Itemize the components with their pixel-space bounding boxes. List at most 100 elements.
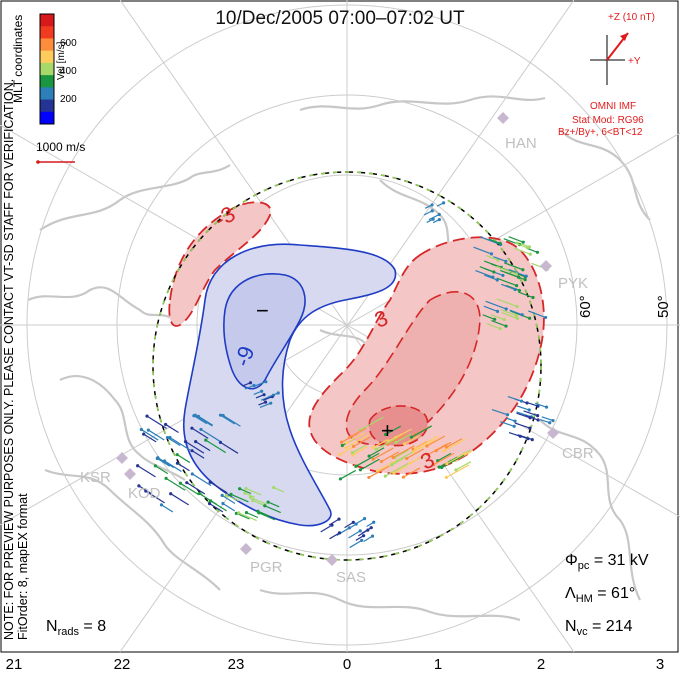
velocity-vector: [339, 446, 353, 455]
vector-count: Nvc = 214: [565, 618, 633, 639]
velocity-vector: [516, 411, 532, 418]
colorbar-segment: [40, 111, 54, 125]
velocity-vector: [180, 482, 200, 496]
velocity-vector: [385, 425, 402, 436]
velocity-vector-origin: [493, 317, 497, 321]
velocity-vector-origin: [525, 246, 530, 250]
velocity-vector-origin: [199, 427, 203, 432]
velocity-vector: [385, 463, 409, 477]
velocity-vector-origin: [551, 418, 555, 423]
imf-by-label: +Y: [628, 56, 641, 67]
velocity-vector: [415, 435, 439, 450]
velocity-vector: [156, 457, 171, 467]
velocity-vector-origin: [523, 278, 527, 282]
lat-label-50: 50°: [655, 295, 672, 318]
velocity-vector-origin: [536, 418, 540, 422]
velocity-vector-origin: [221, 413, 225, 418]
velocity-vector-origin: [229, 492, 233, 496]
velocity-vector: [244, 384, 255, 390]
velocity-vector: [143, 433, 157, 443]
velocity-vector: [479, 266, 495, 273]
velocity-vector: [496, 265, 517, 275]
velocity-vector-origin: [244, 486, 248, 491]
velocity-vector: [534, 402, 547, 408]
velocity-vector-origin: [351, 520, 355, 524]
colorbar-segment: [40, 75, 54, 88]
velocity-vector-origin: [155, 456, 159, 461]
station-label-ksr: KSR: [80, 469, 111, 486]
imf-source: OMNI IMF: [590, 101, 637, 112]
station-marker-pgr: [240, 543, 252, 555]
velocity-vector: [267, 501, 280, 508]
velocity-vector: [503, 262, 524, 271]
velocity-vector: [198, 492, 218, 505]
velocity-vector-origin: [162, 459, 167, 463]
velocity-vector: [518, 291, 534, 299]
velocity-vector: [361, 527, 372, 534]
velocity-vector: [340, 469, 357, 480]
velocity-vector: [368, 465, 390, 478]
station-labels: HAN PYK CBR KSR KOD PGR SAS: [80, 135, 594, 586]
velocity-vector: [438, 456, 458, 468]
velocity-vector: [441, 454, 465, 469]
station-marker-sas: [326, 554, 338, 566]
velocity-vector-origin: [517, 288, 522, 293]
legend-tick-400: 400: [60, 66, 77, 77]
velocity-vector-origin: [208, 480, 212, 484]
velocity-vector-origin: [389, 463, 394, 467]
colorbar-segment: [40, 62, 54, 76]
velocity-vector-origin: [437, 217, 441, 222]
velocity-vector: [161, 504, 174, 513]
velocity-vector-origin: [362, 516, 367, 521]
velocity-vector: [344, 521, 354, 529]
velocity-vector: [437, 452, 452, 462]
velocity-vector-origin: [159, 503, 164, 507]
velocity-vector: [515, 241, 530, 248]
velocity-vector-origin: [505, 413, 510, 417]
velocity-vector: [514, 422, 531, 429]
legend-tick-600: 600: [60, 38, 77, 49]
velocity-vector: [169, 436, 191, 451]
velocity-vector-origin: [369, 526, 373, 530]
velocity-vector: [146, 415, 167, 429]
velocity-vector-origin: [362, 534, 366, 538]
velocity-vector-origin: [492, 270, 496, 274]
velocity-vector-origin: [263, 504, 267, 508]
velocity-vector: [411, 425, 433, 438]
velocity-vector-origin: [548, 421, 552, 425]
velocity-vector-origin: [169, 492, 173, 496]
velocity-vector-origin: [414, 446, 418, 451]
velocity-vector: [238, 512, 257, 522]
velocity-vector-origin: [190, 472, 194, 476]
colorbar-outline: [39, 13, 55, 125]
velocity-vector-origin: [530, 437, 534, 442]
velocity-vector: [221, 494, 236, 504]
velocity-vector-origin: [495, 309, 500, 313]
velocity-vectors: [136, 201, 555, 549]
velocity-vector-origin: [412, 449, 416, 454]
velocity-vector-origin: [514, 313, 518, 318]
velocity-vector: [395, 433, 412, 444]
velocity-vector: [482, 314, 495, 320]
velocity-vector-origin: [251, 498, 255, 503]
velocity-vector: [355, 452, 380, 467]
mlt-label-22: 22: [113, 656, 131, 673]
colorbar-segment: [40, 87, 54, 101]
velocity-vector-origin: [514, 272, 518, 276]
velocity-vector: [404, 435, 420, 445]
velocity-vector-origin: [237, 511, 241, 515]
velocity-vector-origin: [234, 511, 238, 515]
velocity-vector: [359, 416, 384, 431]
velocity-vector-origin: [498, 327, 502, 331]
velocity-vector-origin: [257, 511, 261, 515]
colorbar-segment: [40, 99, 54, 113]
velocity-vector-origin: [269, 401, 273, 405]
velocity-vector-origin: [338, 452, 342, 456]
velocity-vector: [387, 433, 406, 445]
velocity-vector: [259, 402, 271, 409]
velocity-vector: [346, 432, 366, 444]
velocity-vector: [205, 439, 227, 454]
velocity-vector: [250, 496, 267, 505]
velocity-vector-origin: [371, 446, 375, 450]
velocity-vector: [483, 305, 498, 312]
